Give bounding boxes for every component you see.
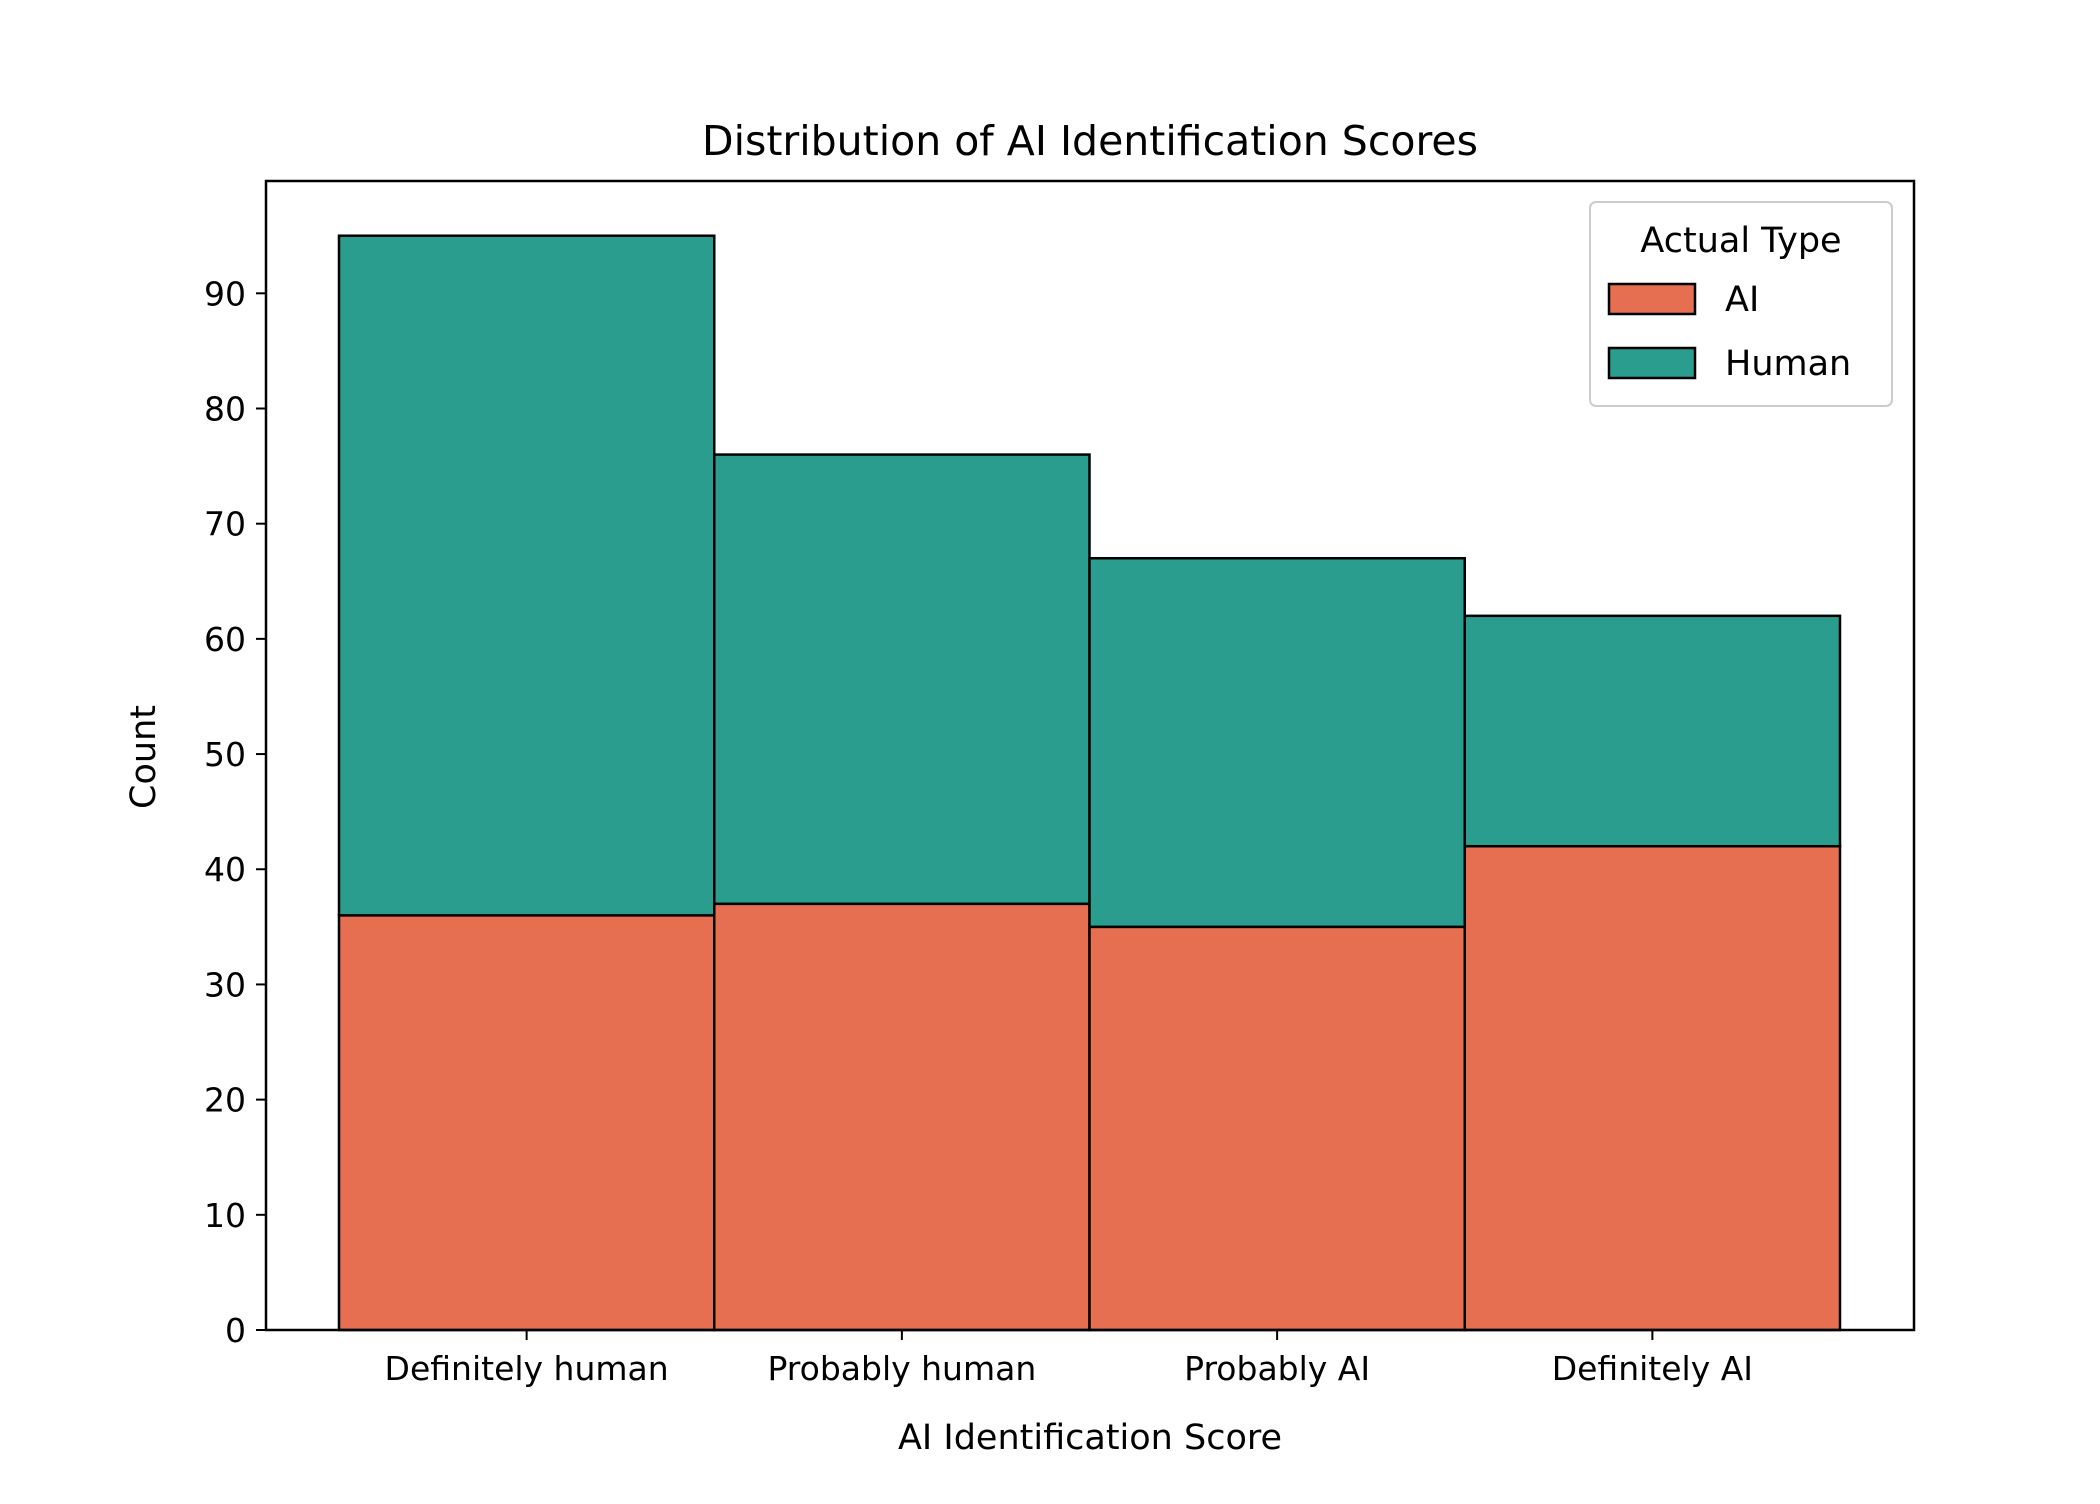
y-tick-label-70: 70 [204, 505, 246, 544]
legend: Actual Type AI Human [1589, 201, 1893, 407]
x-tick-label-definitely-ai: Definitely AI [1552, 1349, 1753, 1388]
y-axis-label: Count [124, 705, 164, 809]
x-axis-label: AI Identification Score [898, 1418, 1282, 1458]
legend-swatch-ai [1607, 282, 1697, 316]
bar-human-probably-human [713, 453, 1091, 906]
y-tick-label-40: 40 [204, 850, 246, 889]
bar-human-definitely-ai [1463, 614, 1842, 848]
bar-ai-definitely-ai [1463, 844, 1842, 1332]
y-tick-label-10: 10 [204, 1196, 246, 1235]
chart-title: Distribution of AI Identification Scores [702, 117, 1478, 165]
bar-human-probably-ai [1088, 556, 1466, 929]
y-tick-label-90: 90 [204, 274, 246, 313]
bar-ai-probably-human [713, 902, 1091, 1332]
y-tick-label-80: 80 [204, 389, 246, 428]
x-tick-label-probably-human: Probably human [767, 1349, 1036, 1388]
y-tick-label-60: 60 [204, 620, 246, 659]
legend-label-ai: AI [1725, 280, 1759, 320]
y-tick-label-0: 0 [225, 1311, 246, 1350]
bars-layer [337, 234, 1842, 1332]
y-tick-label-30: 30 [204, 965, 246, 1004]
bar-human-definitely-human [337, 234, 716, 917]
plot-frame [264, 179, 1916, 1332]
legend-title: Actual Type [1640, 221, 1841, 261]
bar-ai-probably-ai [1088, 925, 1466, 1332]
legend-label-human: Human [1725, 344, 1851, 384]
x-tick-label-probably-ai: Probably AI [1184, 1349, 1370, 1388]
legend-swatch-human [1607, 346, 1697, 380]
ticks-layer: Definitely human Probably human Probably A… [204, 274, 1753, 1388]
x-tick-label-definitely-human: Definitely human [385, 1349, 669, 1388]
bar-ai-definitely-human [337, 914, 716, 1332]
legend-items: AI Human [1607, 280, 1851, 384]
y-tick-label-20: 20 [204, 1081, 246, 1120]
y-tick-label-50: 50 [204, 735, 246, 774]
